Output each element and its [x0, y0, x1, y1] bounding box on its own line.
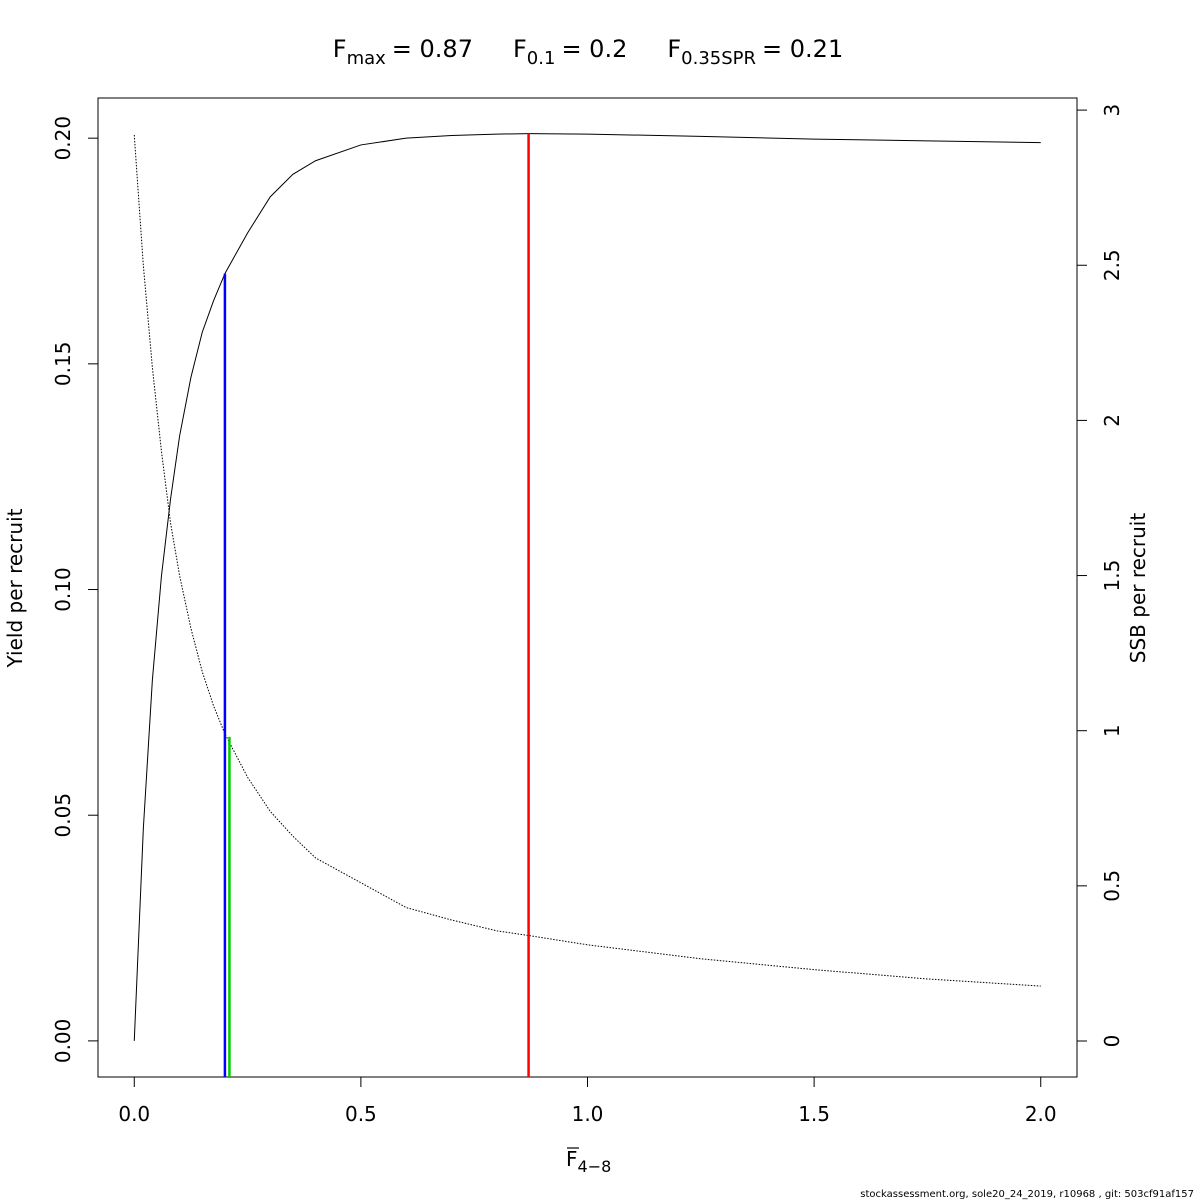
y-tick-label: 0.20 [51, 116, 75, 161]
y2-axis-label: SSB per recruit [1126, 513, 1150, 664]
y-tick-label: 0.05 [51, 793, 75, 838]
chart-title: Fmax = 0.87 F0.1 = 0.2 F0.35SPR = 0.21 [333, 35, 843, 69]
y2-tick-label: 1.5 [1100, 560, 1124, 592]
y2-tick-label: 2.5 [1100, 249, 1124, 281]
x-axis-symbol: F [566, 1147, 578, 1171]
y2-tick-label: 1 [1100, 724, 1124, 737]
y2-tick-label: 0.5 [1100, 870, 1124, 902]
title-value: = 0.87 [392, 35, 473, 63]
y-tick-label: 0.00 [51, 1019, 75, 1064]
x-tick-label: 0.0 [118, 1102, 150, 1126]
y2-tick-label: 0 [1100, 1035, 1124, 1048]
y-tick-label: 0.10 [51, 567, 75, 612]
x-tick-label: 1.0 [572, 1102, 604, 1126]
curve [133, 134, 1041, 987]
title-symbol: F [667, 35, 681, 63]
title-symbol: F [513, 35, 527, 63]
title-value: = 0.2 [561, 35, 627, 63]
title-symbol: F [333, 35, 347, 63]
x-axis-label: F4−8 [566, 1147, 611, 1176]
title-subscript: max [347, 48, 387, 69]
footer-note: stockassessment.org, sole20_24_2019, r10… [860, 1189, 1194, 1200]
title-value: = 0.21 [762, 35, 843, 63]
x-tick-label: 2.0 [1025, 1102, 1057, 1126]
title-subscript: 0.35SPR [681, 48, 756, 69]
x-axis-subscript: 4−8 [578, 1157, 612, 1176]
y2-tick-label: 3 [1100, 104, 1124, 117]
y-tick-label: 0.15 [51, 342, 75, 387]
y-axis-label: Yield per recruit [3, 508, 27, 668]
y2-tick-label: 2 [1100, 414, 1124, 427]
x-tick-label: 1.5 [798, 1102, 830, 1126]
title-subscript: 0.1 [527, 48, 556, 69]
x-tick-label: 0.5 [345, 1102, 377, 1126]
